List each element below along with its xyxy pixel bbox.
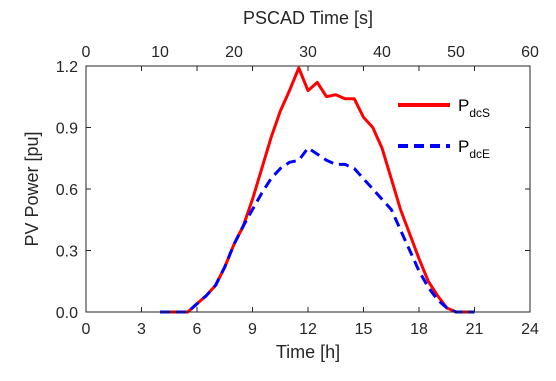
legend-label-dcE: PdcE	[458, 137, 490, 161]
legend-label-dcS: PdcS	[458, 96, 490, 120]
x-axis-title: Time [h]	[276, 342, 340, 362]
legend: PdcS PdcE	[398, 96, 490, 161]
x-tick-label: 18	[410, 321, 428, 338]
top-tick-label: 10	[151, 44, 169, 61]
y-tick-label: 0.9	[56, 121, 78, 138]
x-tick-label: 9	[248, 321, 257, 338]
y-axis-title: PV Power [pu]	[22, 131, 42, 246]
x-tick-label: 24	[521, 321, 539, 338]
x-tick-label: 21	[466, 321, 484, 338]
top-tick-label: 20	[225, 44, 243, 61]
top-tick-label: 0	[82, 44, 91, 61]
series-line-dcE	[160, 146, 475, 314]
x-tick-label: 12	[299, 321, 317, 338]
top-tick-label: 50	[447, 44, 465, 61]
top-axis-ticks: 0 10 20 30 40 50 60	[82, 44, 539, 61]
top-tick-label: 60	[521, 44, 539, 61]
series-layer	[160, 66, 475, 314]
series-line-dcS	[160, 66, 475, 314]
x-tick-label: 6	[193, 321, 202, 338]
y-tick-label: 0.0	[56, 305, 78, 322]
y-tick-label: 0.6	[56, 182, 78, 199]
top-tick-label: 30	[299, 44, 317, 61]
x-tick-label: 3	[137, 321, 146, 338]
plot-area	[86, 66, 530, 312]
y-tick-label: 0.3	[56, 244, 78, 261]
top-tick-label: 40	[373, 44, 391, 61]
top-axis-title: PSCAD Time [s]	[243, 8, 373, 28]
x-tick-label: 0	[82, 321, 91, 338]
x-tick-label: 15	[355, 321, 373, 338]
y-tick-label: 1.2	[56, 59, 78, 76]
axis-ticks: 0 3 6 9 12 15 18 21 24 0.0 0.3 0.6 0.9 1.2	[56, 59, 539, 338]
